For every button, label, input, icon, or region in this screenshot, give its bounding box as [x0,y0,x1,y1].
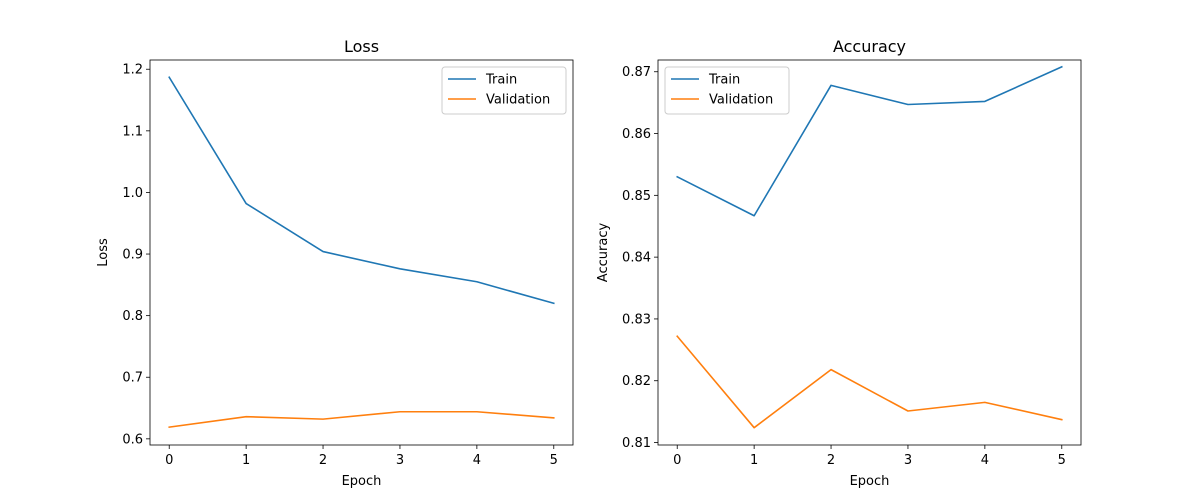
legend-label: Validation [486,93,550,108]
x-axis-label: Epoch [850,474,890,489]
x-tick-label: 2 [827,453,835,468]
train-series-line [168,76,555,305]
chart-loss: Loss 0 1 2 3 4 5 0.6 0.7 0.8 0.9 1.0 1.1 1.2 Epoch Loss… [96,37,574,489]
validation-series-line [676,335,1063,429]
legend-label: Train [485,73,517,88]
x-tick-label: 1 [750,453,758,468]
x-tick-label: 1 [242,453,250,468]
y-tick-label: 0.8 [122,309,143,324]
x-axis-label: Epoch [342,474,382,489]
x-tick-label: 0 [165,453,173,468]
x-tick-label: 0 [673,453,681,468]
legend: Train Validation [441,66,567,115]
legend: Train Validation [664,66,790,115]
x-tick-label: 2 [319,453,327,468]
y-tick-label: 0.86 [622,127,651,142]
y-tick-label: 0.82 [622,374,651,389]
y-tick-label: 0.6 [122,432,143,447]
y-axis-label: Accuracy [596,223,611,283]
train-series-line [676,65,1063,217]
x-tick-label: 3 [904,453,912,468]
y-tick-label: 1.1 [122,124,143,139]
legend-label: Train [708,73,740,88]
y-tick-label: 0.81 [622,436,651,451]
y-tick-label: 1.0 [122,186,143,201]
x-tick-label: 3 [396,453,404,468]
y-tick-label: 0.87 [622,65,651,80]
chart-title: Loss [344,37,379,56]
y-tick-label: 1.2 [122,63,143,78]
validation-series-line [168,410,555,429]
plot-area [657,59,1082,446]
y-tick-label: 0.7 [122,371,143,386]
chart-title: Accuracy [833,37,906,56]
x-tick-label: 5 [550,453,558,468]
x-tick-label: 4 [981,453,989,468]
y-axis-label: Loss [96,238,111,267]
legend-label: Validation [709,93,773,108]
x-tick-label: 5 [1058,453,1066,468]
y-tick-label: 0.83 [622,312,651,327]
y-tick-label: 0.85 [622,189,651,204]
y-tick-label: 0.84 [622,251,651,266]
y-tick-label: 0.9 [122,248,143,263]
x-tick-label: 4 [473,453,481,468]
chart-accuracy: Accuracy 0 1 2 3 4 5 0.81 0.82 0.83 0.84 0.85 0.86 0.… [596,37,1082,489]
plot-area [149,59,574,446]
